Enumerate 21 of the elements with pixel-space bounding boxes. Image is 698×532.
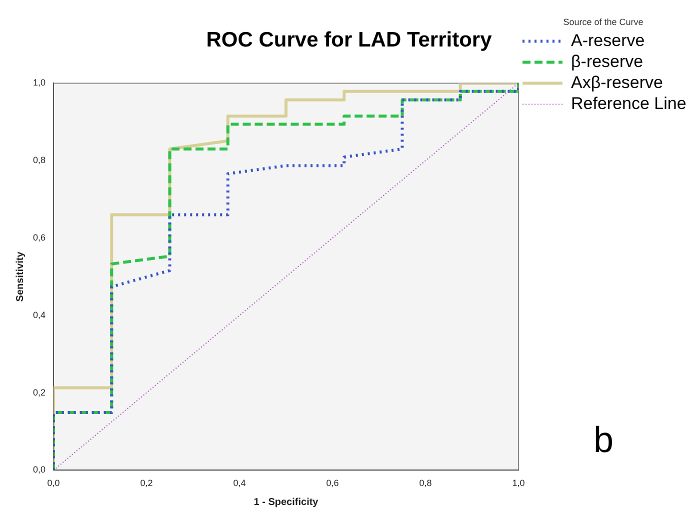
x-tick-label: 0,2 xyxy=(140,478,153,488)
x-tick-label: 0,4 xyxy=(233,478,246,488)
y-tick-label: 0,2 xyxy=(32,387,46,398)
legend-title: Source of the Curve xyxy=(563,16,644,27)
x-tick-label: 0,8 xyxy=(419,478,432,488)
y-tick-label: 0,6 xyxy=(32,232,46,242)
y-tick-label: 0,8 xyxy=(32,155,46,166)
legend-label: Axβ-reserve xyxy=(571,72,663,92)
text: b xyxy=(594,419,614,460)
y-tick-label: 1,0 xyxy=(32,78,46,88)
x-tick-label: 0,0 xyxy=(47,478,60,488)
x-tick-label: 0,6 xyxy=(326,478,339,488)
x-axis-title: 1 - Specificity xyxy=(254,496,319,508)
legend-label: A-reserve xyxy=(571,30,645,50)
y-tick-label: 0,0 xyxy=(32,464,46,475)
x-tick-label: 1,0 xyxy=(512,478,525,488)
legend-label: Reference Line xyxy=(571,94,686,113)
y-tick-label: 0,4 xyxy=(32,310,46,320)
y-axis-title: Sensitivity xyxy=(14,251,26,302)
legend-label: β-reserve xyxy=(571,52,644,71)
chart-title: ROC Curve for LAD Territory xyxy=(206,28,492,52)
